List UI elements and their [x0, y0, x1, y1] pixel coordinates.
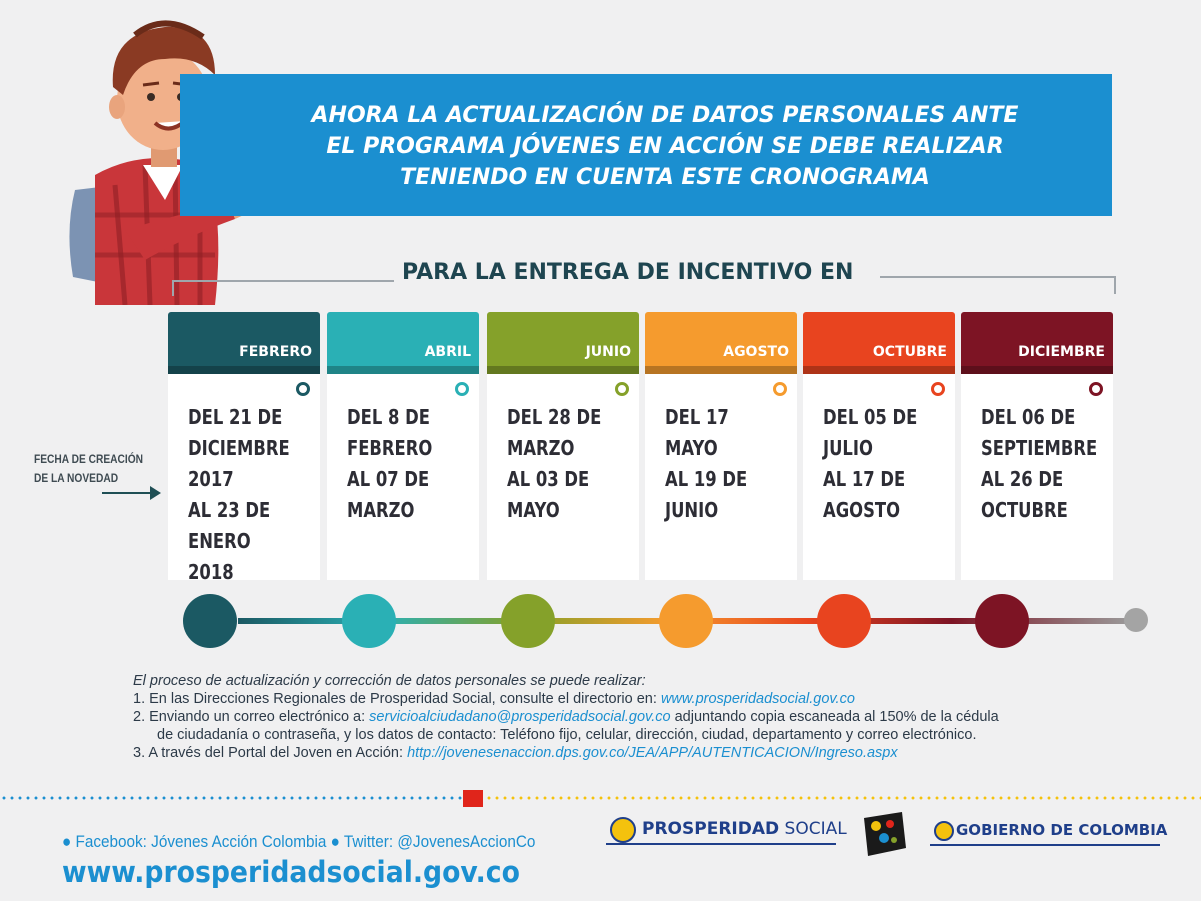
column-header: ABRIL — [327, 312, 479, 374]
logo-ps-bold: PROSPERIDAD — [642, 819, 780, 839]
header-line-1: AHORA LA ACTUALIZACIÓN DE DATOS PERSONAL… — [311, 103, 1019, 128]
ring-icon — [1089, 382, 1103, 396]
info-lead: El proceso de actualización y corrección… — [133, 673, 646, 689]
coat-of-arms-icon — [934, 821, 954, 841]
info-item-2-link[interactable]: servicioalciudadano@prosperidadsocial.go… — [369, 709, 671, 725]
column-dates: DEL 8 DE FEBRERO AL 07 DE MARZO — [347, 405, 433, 522]
coat-of-arms-icon — [610, 817, 636, 843]
column-dates: DEL 06 DE SEPTIEMBRE AL 26 DE OCTUBRE — [981, 405, 1098, 522]
logo-gov-text: GOBIERNO DE COLOMBIA — [956, 821, 1168, 839]
subtitle-rule-right-tick — [1114, 276, 1116, 294]
timeline-dot — [659, 594, 713, 648]
ring-icon — [773, 382, 787, 396]
ring-icon — [455, 382, 469, 396]
info-item-2: 2. Enviando un correo electrónico a: ser… — [133, 708, 1173, 726]
column-dates: DEL 05 DE JULIO AL 17 DE AGOSTO — [823, 405, 918, 522]
info-item-1-text: 1. En las Direcciones Regionales de Pros… — [133, 691, 661, 707]
info-item-1-link[interactable]: www.prosperidadsocial.gov.co — [660, 691, 855, 707]
creation-date-label-line1: FECHA DE CREACIÓN — [34, 452, 143, 466]
timeline-end-dot — [1124, 608, 1148, 632]
info-item-2-rest: adjuntando copia escaneada al 150% de la… — [670, 709, 999, 725]
social-links[interactable]: ● Facebook: Jóvenes Acción Colombia ● Tw… — [62, 832, 536, 851]
schedule-column: JUNIO DEL 28 DE MARZO AL 03 DE MAYO — [487, 312, 639, 580]
column-dates: DEL 28 DE MARZO AL 03 DE MAYO — [507, 405, 602, 522]
column-month: ABRIL — [424, 344, 471, 360]
schedule-column: FEBRERO DEL 21 DE DICIEMBRE 2017 AL 23 DE… — [168, 312, 320, 584]
creation-date-label: FECHA DE CREACIÓN DE LA NOVEDAD — [34, 450, 143, 488]
ring-icon — [615, 382, 629, 396]
prosperidad-social-logo: PROSPERIDAD SOCIAL — [606, 815, 847, 845]
schedule-column: ABRIL DEL 8 DE FEBRERO AL 07 DE MARZO — [327, 312, 479, 580]
dotted-band-blue — [0, 795, 465, 801]
timeline-dot — [183, 594, 237, 648]
header-banner — [180, 74, 1112, 216]
column-header: FEBRERO — [168, 312, 320, 374]
creation-date-label-line2: DE LA NOVEDAD — [34, 471, 119, 485]
subtitle-rule-right — [880, 276, 1116, 278]
column-month: OCTUBRE — [872, 344, 947, 360]
column-header: JUNIO — [487, 312, 639, 374]
column-dates: DEL 21 DE DICIEMBRE 2017 AL 23 DE ENERO … — [188, 405, 290, 584]
info-item-2-cont: de ciudadanía o contraseña, y los datos … — [157, 727, 977, 743]
jovenes-en-accion-logo — [864, 812, 906, 856]
ring-icon — [296, 382, 310, 396]
ring-icon — [931, 382, 945, 396]
subtitle: PARA LA ENTREGA DE INCENTIVO EN — [402, 260, 854, 285]
header-line-2: EL PROGRAMA JÓVENES EN ACCIÓN SE DEBE RE… — [326, 134, 1004, 159]
header-title: AHORA LA ACTUALIZACIÓN DE DATOS PERSONAL… — [230, 100, 1100, 193]
timeline-dot — [342, 594, 396, 648]
info-item-3: 3. A través del Portal del Joven en Acci… — [133, 744, 1173, 762]
schedule-column: DICIEMBRE DEL 06 DE SEPTIEMBRE AL 26 DE O… — [961, 312, 1113, 580]
column-body: DEL 05 DE JULIO AL 17 DE AGOSTO — [803, 374, 955, 580]
column-body: DEL 28 DE MARZO AL 03 DE MAYO — [487, 374, 639, 580]
arrow-right-icon — [150, 486, 161, 500]
column-body: DEL 8 DE FEBRERO AL 07 DE MARZO — [327, 374, 479, 580]
subtitle-rule-left-tick — [172, 280, 174, 296]
gobierno-de-colombia-logo: GOBIERNO DE COLOMBIA — [930, 816, 1167, 846]
info-item-3-link[interactable]: http://jovenesenaccion.dps.gov.co/JEA/AP… — [407, 745, 898, 761]
subtitle-rule-left — [172, 280, 394, 282]
column-month: DICIEMBRE — [1018, 344, 1105, 360]
red-square-accent — [463, 790, 483, 807]
schedule-column: OCTUBRE DEL 05 DE JULIO AL 17 DE AGOSTO — [803, 312, 955, 580]
column-header: AGOSTO — [645, 312, 797, 374]
column-dates: DEL 17 MAYO AL 19 DE JUNIO — [665, 405, 748, 522]
schedule-column: AGOSTO DEL 17 MAYO AL 19 DE JUNIO — [645, 312, 797, 580]
column-header: OCTUBRE — [803, 312, 955, 374]
timeline-dot — [817, 594, 871, 648]
timeline-dot — [501, 594, 555, 648]
column-month: AGOSTO — [723, 344, 789, 360]
logo-ps-rest: SOCIAL — [779, 819, 847, 839]
info-item-2-text: 2. Enviando un correo electrónico a: — [133, 709, 370, 725]
dotted-band-yellow — [485, 795, 1201, 801]
timeline-dot — [975, 594, 1029, 648]
info-item-3-text: 3. A través del Portal del Joven en Acci… — [133, 745, 408, 761]
column-body: DEL 21 DE DICIEMBRE 2017 AL 23 DE ENERO … — [168, 374, 320, 584]
column-month: JUNIO — [585, 344, 631, 360]
column-body: DEL 06 DE SEPTIEMBRE AL 26 DE OCTUBRE — [961, 374, 1113, 580]
footer-website-link[interactable]: www.prosperidadsocial.gov.co — [62, 855, 520, 889]
column-body: DEL 17 MAYO AL 19 DE JUNIO — [645, 374, 797, 580]
column-header: DICIEMBRE — [961, 312, 1113, 374]
header-line-3: TENIENDO EN CUENTA ESTE CRONOGRAMA — [400, 165, 930, 190]
arrow-line — [102, 492, 152, 494]
column-month: FEBRERO — [239, 344, 312, 360]
info-item-1: 1. En las Direcciones Regionales de Pros… — [133, 690, 1173, 708]
info-section: El proceso de actualización y corrección… — [133, 672, 1173, 762]
